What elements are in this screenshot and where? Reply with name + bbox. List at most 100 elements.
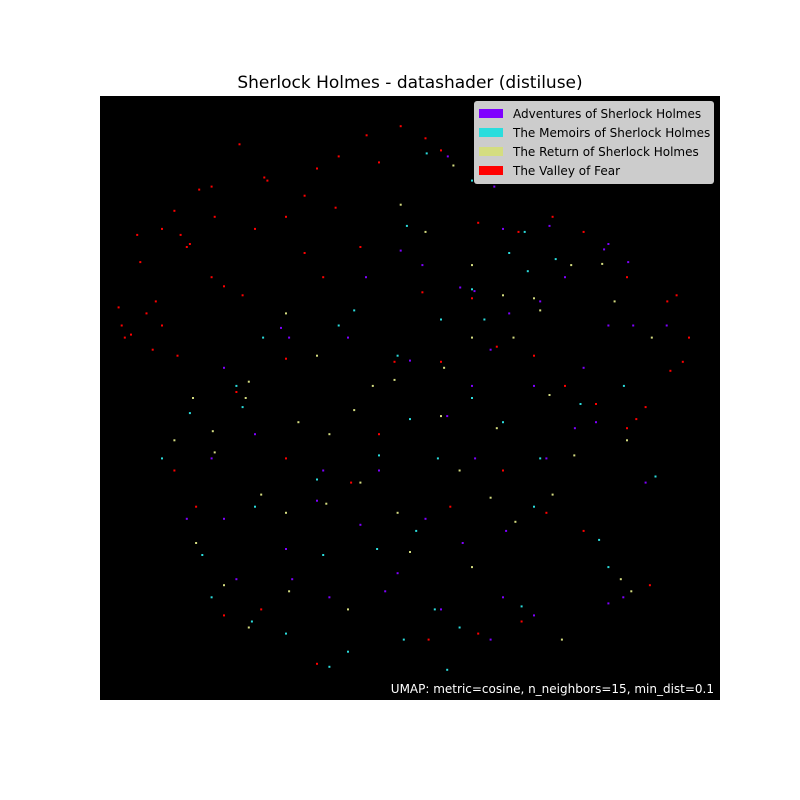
data-point: [477, 632, 480, 635]
data-point: [120, 324, 123, 327]
data-point: [436, 457, 439, 460]
data-point: [440, 415, 442, 418]
data-point: [502, 227, 504, 230]
data-point: [285, 357, 287, 360]
data-point: [573, 427, 576, 430]
data-point: [409, 359, 411, 362]
data-point: [471, 264, 473, 267]
data-point: [238, 143, 241, 146]
data-point: [260, 493, 263, 496]
data-point: [297, 421, 300, 424]
data-point: [316, 478, 318, 481]
data-point: [322, 469, 325, 472]
data-point: [613, 300, 616, 303]
data-point: [508, 252, 511, 254]
data-point: [495, 345, 498, 348]
data-point: [393, 378, 396, 381]
data-point: [359, 523, 362, 526]
data-point: [579, 403, 582, 405]
data-point: [425, 152, 428, 155]
data-point: [433, 608, 436, 611]
data-point: [254, 433, 256, 436]
data-point: [145, 312, 148, 315]
data-point: [303, 252, 306, 254]
data-point: [322, 554, 325, 556]
data-point: [421, 291, 424, 294]
data-point: [648, 584, 651, 587]
data-point: [288, 590, 291, 593]
data-point: [188, 243, 191, 245]
data-point: [350, 481, 353, 484]
data-point: [359, 246, 362, 248]
legend-label: The Valley of Fear: [513, 163, 621, 178]
data-point: [598, 538, 601, 541]
data-point: [195, 505, 198, 508]
data-point: [241, 294, 244, 297]
data-point: [415, 529, 418, 532]
data-point: [533, 614, 535, 617]
data-point: [260, 608, 263, 611]
data-point: [266, 179, 269, 182]
data-point: [136, 233, 139, 236]
data-point: [452, 164, 455, 167]
data-point: [622, 384, 625, 387]
data-point: [526, 270, 529, 273]
data-point: [630, 590, 633, 593]
data-point: [285, 548, 287, 550]
data-point: [399, 249, 402, 252]
data-point: [285, 511, 287, 514]
data-point: [607, 243, 610, 245]
data-point: [573, 454, 576, 457]
data-point: [502, 294, 504, 297]
data-point: [471, 297, 473, 300]
data-point: [603, 248, 606, 251]
data-point: [520, 620, 523, 623]
data-point: [424, 137, 427, 140]
data-point: [213, 215, 216, 218]
chart-title: Sherlock Holmes - datashader (distiluse): [237, 73, 583, 93]
data-point: [601, 262, 604, 265]
data-point: [393, 360, 396, 363]
data-point: [471, 566, 473, 569]
data-point: [669, 369, 672, 372]
data-point: [173, 439, 176, 442]
data-point: [154, 300, 157, 303]
data-point: [471, 384, 473, 387]
data-point: [424, 230, 427, 233]
data-point: [241, 406, 244, 409]
data-point: [502, 469, 504, 472]
data-point: [192, 397, 194, 399]
data-point: [123, 336, 126, 339]
data-point: [548, 394, 551, 396]
data-point: [471, 288, 473, 291]
data-point: [235, 384, 238, 387]
data-point: [223, 285, 225, 288]
data-point: [493, 185, 496, 188]
data-point: [626, 427, 628, 430]
data-point: [626, 276, 628, 279]
data-point: [508, 312, 511, 315]
data-point: [514, 520, 517, 523]
data-point: [254, 227, 256, 230]
legend-swatch: [479, 109, 503, 118]
data-point: [551, 215, 554, 218]
data-point: [502, 596, 504, 599]
data-point: [607, 602, 610, 605]
data-point: [185, 517, 188, 520]
data-point: [161, 324, 163, 327]
data-point: [173, 209, 176, 212]
data-point: [471, 336, 473, 339]
legend-swatch: [479, 147, 503, 156]
data-point: [626, 439, 628, 442]
data-point: [378, 433, 380, 436]
data-point: [316, 354, 318, 357]
data-point: [210, 457, 213, 460]
data-point: [654, 475, 657, 478]
data-point: [173, 469, 176, 472]
data-point: [427, 638, 430, 641]
data-point: [449, 505, 452, 508]
data-point: [285, 457, 287, 460]
data-point: [213, 451, 216, 454]
legend-entry: The Memoirs of Sherlock Holmes: [474, 123, 714, 142]
data-point: [458, 469, 461, 472]
